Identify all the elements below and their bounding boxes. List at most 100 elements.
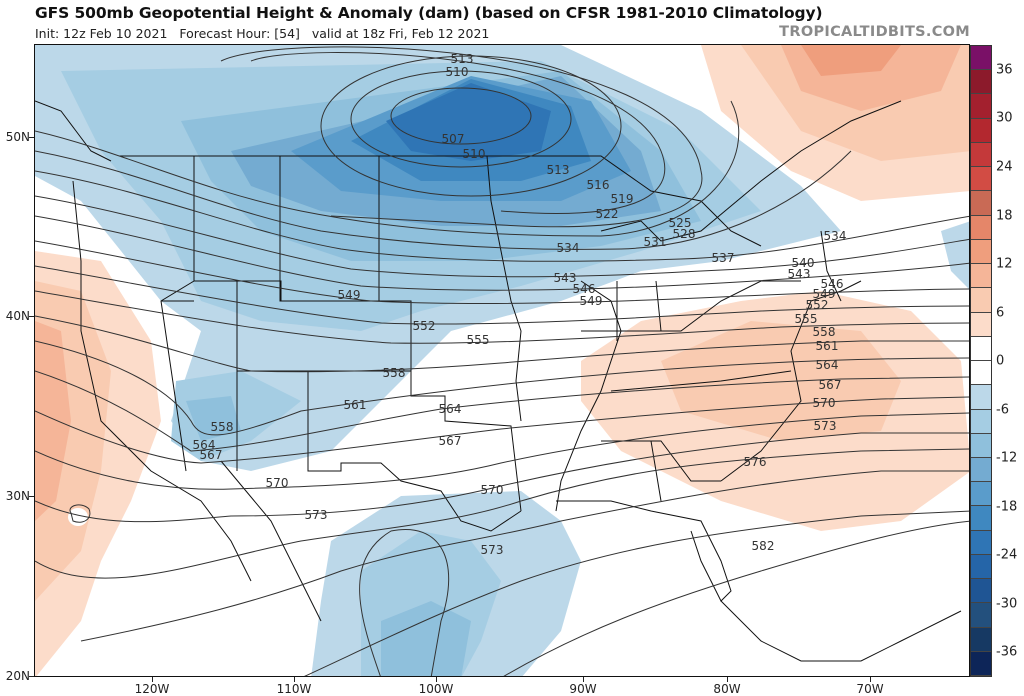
colorbar-segment — [971, 288, 991, 313]
contour-label: 567 — [819, 378, 842, 392]
contour-label: 558 — [383, 366, 406, 380]
contour-label: 552 — [806, 298, 829, 312]
colorbar-tick-label: -24 — [996, 547, 1018, 563]
contour-label: 534 — [824, 229, 847, 243]
latitude-tick — [29, 137, 34, 138]
map-panel: 513 510 507 510 513 516 519 522 525 528 531 534 534 5… — [34, 44, 970, 677]
colorbar-tick-label: 24 — [996, 159, 1013, 175]
latitude-tick — [29, 676, 34, 677]
colorbar-tick-label: 12 — [996, 256, 1013, 272]
colorbar-segment — [971, 264, 991, 289]
contour-label: 573 — [814, 419, 837, 433]
colorbar-segment — [971, 167, 991, 192]
colorbar-segment — [971, 530, 991, 555]
colorbar-segment — [971, 94, 991, 119]
colorbar-segment — [971, 142, 991, 168]
colorbar-segment — [971, 70, 991, 95]
colorbar-segment — [971, 554, 991, 580]
colorbar-tick-label: 18 — [996, 208, 1013, 224]
contour-label: 510 — [463, 147, 486, 161]
contour-label: 507 — [442, 132, 465, 146]
colorbar-tick-label: -30 — [996, 596, 1018, 612]
colorbar-segment — [971, 46, 991, 71]
latitude-label: 30N — [5, 489, 30, 503]
contour-label: 573 — [305, 508, 328, 522]
longitude-tick — [436, 677, 437, 682]
latitude-label: 20N — [5, 669, 30, 683]
contour-label: 564 — [816, 358, 839, 372]
longitude-label: 90W — [569, 682, 597, 696]
contour-label: 534 — [557, 241, 580, 255]
political-borders — [72, 155, 862, 622]
contour-label: 546 — [821, 277, 844, 291]
contour-label: 540 — [792, 256, 815, 270]
colorbar-segment — [971, 409, 991, 434]
colorbar-segment — [971, 579, 991, 604]
colorbar-segment — [971, 651, 991, 677]
longitude-label: 110W — [276, 682, 312, 696]
contour-label: 576 — [744, 455, 767, 469]
colorbar-segment — [971, 385, 991, 410]
contour-label: 567 — [200, 448, 223, 462]
colorbar-segment — [971, 215, 991, 240]
colorbar-segment — [971, 433, 991, 458]
colorbar-tick-label: -18 — [996, 499, 1018, 515]
brand-watermark: TROPICALTIDBITS.COM — [779, 24, 970, 40]
contour-label: 543 — [554, 271, 577, 285]
longitude-tick — [583, 677, 584, 682]
contour-label: 528 — [673, 227, 696, 241]
colorbar-segment — [971, 118, 991, 143]
contour-label: 567 — [439, 434, 462, 448]
longitude-label: 80W — [713, 682, 741, 696]
colorbar-tick-label: 0 — [996, 353, 1005, 369]
colorbar-tick-label: -6 — [996, 402, 1009, 418]
contour-label: 510 — [446, 65, 469, 79]
contour-label: 564 — [193, 438, 216, 452]
height-contours — [35, 46, 969, 676]
contour-label: 522 — [596, 207, 619, 221]
longitude-label: 70W — [856, 682, 884, 696]
map-graphic: 5135105075105135165195225255285315345345… — [35, 45, 969, 676]
forecast-info: Init: 12z Feb 10 2021 Forecast Hour: [54… — [35, 26, 490, 41]
colorbar-tick-label: 36 — [996, 62, 1013, 78]
colorbar-segment — [971, 603, 991, 628]
colorbar-segment — [971, 506, 991, 531]
longitude-tick — [152, 677, 153, 682]
contour-label: 537 — [712, 251, 735, 265]
contour-label: 558 — [813, 325, 836, 339]
contour-label: 561 — [344, 398, 367, 412]
contour-label: 519 — [611, 192, 634, 206]
contour-label: 555 — [795, 312, 818, 326]
colorbar-tick-label: -12 — [996, 450, 1018, 466]
contour-label: 570 — [266, 476, 289, 490]
longitude-tick — [294, 677, 295, 682]
contour-label: 531 — [644, 235, 667, 249]
contour-label: 549 — [813, 287, 836, 301]
latitude-label: 40N — [5, 309, 30, 323]
contour-label: 525 — [669, 216, 692, 230]
colorbar-segment — [971, 312, 991, 337]
contour-label: 564 — [439, 402, 462, 416]
longitude-tick — [870, 677, 871, 682]
contour-label: 555 — [467, 333, 490, 347]
colorbar-segment — [971, 627, 991, 652]
latitude-tick — [29, 316, 34, 317]
contour-label: 546 — [573, 282, 596, 296]
chart-title: GFS 500mb Geopotential Height & Anomaly … — [35, 4, 823, 22]
colorbar-segment — [971, 457, 991, 483]
longitude-label: 120W — [134, 682, 170, 696]
contour-label: 582 — [752, 539, 775, 553]
colorbar-segment — [971, 361, 991, 386]
contour-label: 549 — [580, 294, 603, 308]
colorbar-segment — [971, 191, 991, 216]
contour-label: 513 — [451, 52, 474, 66]
colorbar-tick-label: 6 — [996, 305, 1005, 321]
colorbar-tick-label: -36 — [996, 644, 1018, 660]
contour-label: 570 — [813, 396, 836, 410]
contour-label: 558 — [211, 420, 234, 434]
contour-label: 549 — [338, 288, 361, 302]
colorbar-segment — [971, 482, 991, 507]
contour-label: 573 — [481, 543, 504, 557]
coastline-details — [35, 100, 962, 662]
longitude-label: 100W — [418, 682, 454, 696]
